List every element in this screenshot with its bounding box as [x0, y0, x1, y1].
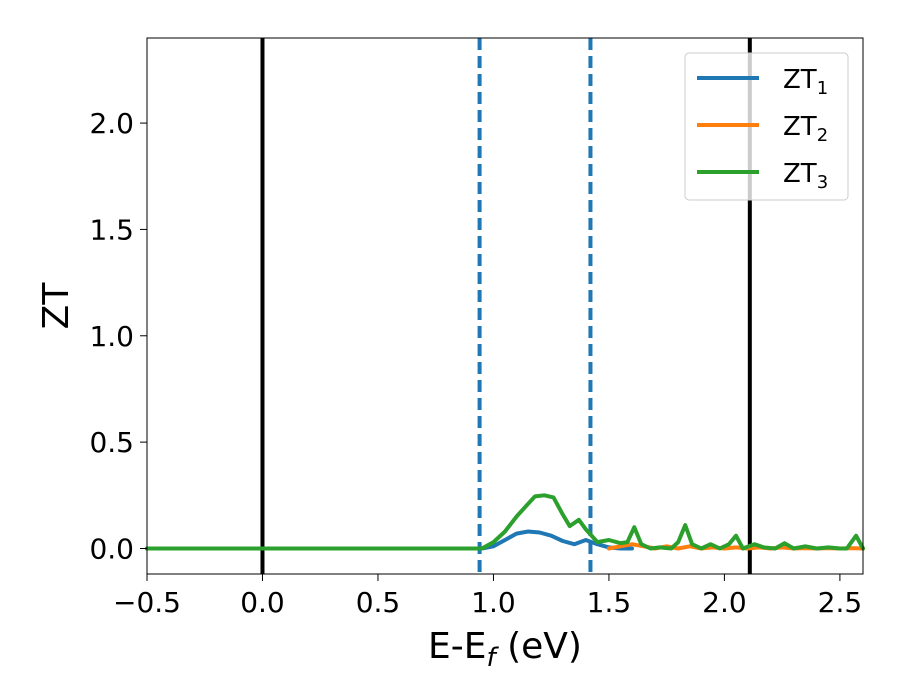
- y-tick-label: 0.0: [89, 532, 134, 565]
- legend-label-1: ZT1: [783, 65, 828, 99]
- legend-label-3: ZT3: [783, 159, 828, 193]
- y-axis-title: ZT: [36, 282, 77, 330]
- y-tick-label: 2.0: [89, 107, 134, 140]
- series-lines: [145, 493, 865, 551]
- reference-lines: [260, 38, 752, 574]
- legend-label-2: ZT2: [783, 112, 828, 146]
- x-tick-label: 1.0: [471, 586, 516, 619]
- legend: ZT1 ZT2 ZT3: [684, 52, 849, 201]
- x-tick-label: 2.5: [818, 586, 863, 619]
- y-tick-label: 0.5: [89, 426, 134, 459]
- y-tick-label: 1.0: [89, 320, 134, 353]
- x-axis-title-unit: (eV): [496, 626, 582, 667]
- series-line-3: [145, 493, 865, 551]
- y-axis-ticks: 0.0 0.5 1.0 1.5 2.0: [89, 107, 147, 565]
- y-tick-label: 1.5: [89, 213, 134, 246]
- x-axis-title-main: E-E: [428, 626, 486, 667]
- x-tick-label: 2.0: [702, 586, 747, 619]
- x-tick-label: −0.5: [113, 586, 181, 619]
- plot-frame: [146, 37, 864, 575]
- x-tick-label: 0.5: [356, 586, 401, 619]
- x-tick-label: 1.5: [587, 586, 632, 619]
- x-tick-label: 0.0: [240, 586, 285, 619]
- series-line-1: [145, 529, 634, 551]
- legend-box: [684, 52, 849, 201]
- x-axis-title: E-Ef (eV): [428, 626, 582, 673]
- x-axis-ticks: −0.5 0.0 0.5 1.0 1.5 2.0 2.5: [113, 574, 862, 619]
